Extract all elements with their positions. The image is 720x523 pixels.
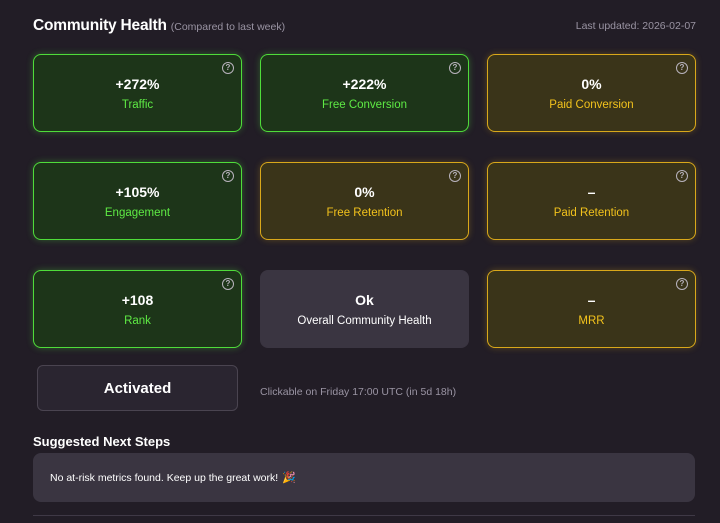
next-steps-panel: No at-risk metrics found. Keep up the gr… xyxy=(33,453,695,502)
metric-label: Paid Conversion xyxy=(549,98,634,111)
help-icon[interactable]: ? xyxy=(676,170,688,182)
header: Community Health (Compared to last week)… xyxy=(33,14,696,38)
metric-card-overall-health: Ok Overall Community Health xyxy=(260,270,469,348)
metric-card-mrr: ? – MRR xyxy=(487,270,696,348)
metric-value: – xyxy=(587,291,596,308)
metric-value: – xyxy=(587,183,596,200)
help-icon[interactable]: ? xyxy=(676,62,688,74)
metric-value: 0% xyxy=(581,75,602,92)
metric-value: Ok xyxy=(355,291,374,308)
activated-button[interactable]: Activated xyxy=(37,365,238,411)
metric-card-traffic: ? +272% Traffic xyxy=(33,54,242,132)
help-icon[interactable]: ? xyxy=(222,62,234,74)
help-icon[interactable]: ? xyxy=(222,278,234,290)
metric-value: +222% xyxy=(342,75,387,92)
metric-label: Rank xyxy=(124,314,151,327)
metric-label: Free Retention xyxy=(326,206,403,219)
metric-label: Free Conversion xyxy=(321,98,407,111)
metric-card-paid-conversion: ? 0% Paid Conversion xyxy=(487,54,696,132)
metric-card-paid-retention: ? – Paid Retention xyxy=(487,162,696,240)
metric-label: Paid Retention xyxy=(553,206,630,219)
metric-label: MRR xyxy=(578,314,605,327)
metrics-grid: ? +272% Traffic ? +222% Free Conversion … xyxy=(33,54,696,348)
divider xyxy=(33,515,695,516)
page-title: Community Health xyxy=(33,17,167,34)
metric-value: +105% xyxy=(115,183,160,200)
metric-label: Traffic xyxy=(121,98,154,111)
metric-value: +272% xyxy=(115,75,160,92)
metric-label: Engagement xyxy=(104,206,171,219)
title-group: Community Health (Compared to last week) xyxy=(33,17,285,35)
metric-value: +108 xyxy=(121,291,154,308)
help-icon[interactable]: ? xyxy=(449,62,461,74)
party-popper-icon: 🎉 xyxy=(282,472,296,484)
metric-card-free-retention: ? 0% Free Retention xyxy=(260,162,469,240)
clickable-schedule-note: Clickable on Friday 17:00 UTC (in 5d 18h… xyxy=(260,386,457,398)
page-subtitle: (Compared to last week) xyxy=(170,21,286,33)
metric-value: 0% xyxy=(354,183,375,200)
help-icon[interactable]: ? xyxy=(676,278,688,290)
last-updated-text: Last updated: 2026-02-07 xyxy=(575,20,696,32)
help-icon[interactable]: ? xyxy=(449,170,461,182)
metric-card-engagement: ? +105% Engagement xyxy=(33,162,242,240)
metric-label: Overall Community Health xyxy=(297,314,432,327)
metric-card-rank: ? +108 Rank xyxy=(33,270,242,348)
help-icon[interactable]: ? xyxy=(222,170,234,182)
metric-card-free-conversion: ? +222% Free Conversion xyxy=(260,54,469,132)
next-steps-title: Suggested Next Steps xyxy=(33,434,171,449)
next-steps-message: No at-risk metrics found. Keep up the gr… xyxy=(50,471,279,484)
